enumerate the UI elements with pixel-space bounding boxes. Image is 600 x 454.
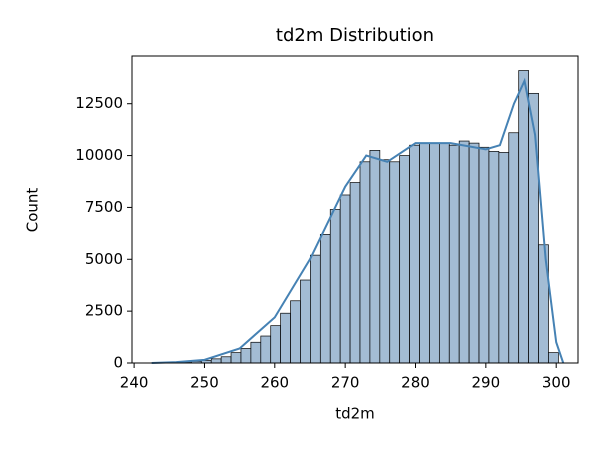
bar (410, 145, 420, 363)
bar (439, 143, 449, 363)
bar (320, 234, 330, 363)
bar (271, 326, 281, 363)
bar (548, 353, 558, 363)
bar (291, 301, 301, 363)
y-tick-label: 10000 (75, 146, 123, 164)
bar (251, 342, 261, 363)
y-axis-label: Count (24, 188, 42, 233)
bar (509, 133, 519, 363)
bar (449, 145, 459, 363)
bar (281, 313, 291, 363)
bar (459, 141, 469, 363)
bar (390, 162, 400, 363)
bar (400, 156, 410, 363)
bar (330, 210, 340, 364)
bar (221, 357, 231, 363)
y-tick-label: 12500 (75, 94, 123, 112)
y-tick-label: 2500 (85, 302, 123, 320)
bar (429, 143, 439, 363)
bar (211, 359, 221, 363)
bar (310, 255, 320, 363)
chart-title: td2m Distribution (276, 25, 434, 46)
bar (300, 280, 310, 363)
bar (529, 93, 539, 363)
bar (350, 183, 360, 363)
y-tick-label: 5000 (85, 250, 123, 268)
bar (469, 143, 479, 363)
x-tick-label: 260 (260, 374, 289, 392)
y-tick-label: 7500 (85, 198, 123, 216)
x-axis-label: td2m (335, 405, 375, 423)
bar (261, 336, 271, 363)
bar (519, 71, 529, 363)
x-tick-label: 250 (190, 374, 219, 392)
bar (241, 348, 251, 363)
bar (380, 160, 390, 363)
bar (340, 195, 350, 363)
y-tick-label: 0 (113, 354, 123, 372)
x-tick-label: 280 (401, 374, 430, 392)
bar (370, 150, 380, 363)
bar (231, 353, 241, 363)
bar (420, 143, 430, 363)
x-tick-label: 300 (542, 374, 571, 392)
bar (479, 147, 489, 363)
bar (489, 151, 499, 363)
bar (360, 162, 370, 363)
x-tick-label: 290 (472, 374, 501, 392)
x-tick-label: 270 (331, 374, 360, 392)
bar (499, 152, 509, 363)
x-tick-label: 240 (120, 374, 149, 392)
